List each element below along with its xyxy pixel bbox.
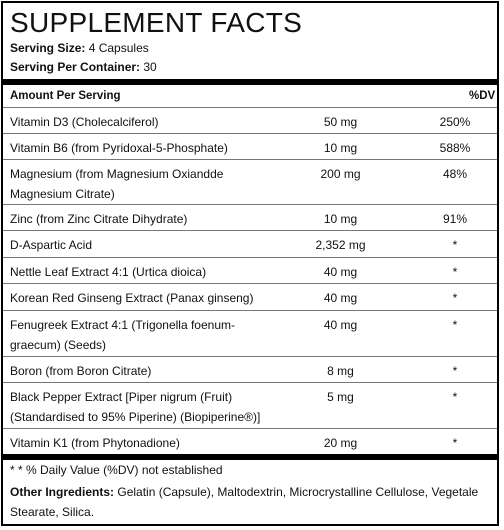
- ingredient-amount: 40 mg: [323, 291, 358, 305]
- table-row: D-Aspartic Acid 2,352 mg *: [3, 231, 497, 258]
- ingredient-name: Magnesium (from Magnesium Oxiandde Magne…: [10, 167, 224, 201]
- table-row: Magnesium (from Magnesium Oxiandde Magne…: [3, 160, 497, 205]
- table-row: Vitamin K1 (from Phytonadione) 20 mg *: [3, 429, 497, 453]
- ingredient-name: Vitamin B6 (from Pyridoxal-5-Phosphate): [10, 141, 228, 155]
- ingredient-dv: 250%: [439, 115, 471, 129]
- ingredient-name: Black Pepper Extract [Piper nigrum (Frui…: [10, 390, 261, 424]
- ingredient-dv: 48%: [442, 167, 468, 181]
- ingredient-amount: 20 mg: [323, 436, 358, 450]
- ingredient-dv: *: [452, 291, 458, 305]
- table-row: Fenugreek Extract 4:1 (Trigonella foenum…: [3, 311, 497, 357]
- ingredient-name: Fenugreek Extract 4:1 (Trigonella foenum…: [10, 318, 235, 352]
- table-row: Nettle Leaf Extract 4:1 (Urtica dioica) …: [3, 258, 497, 284]
- table-row: Zinc (from Zinc Citrate Dihydrate) 10 mg…: [3, 205, 497, 231]
- ingredient-name: Vitamin D3 (Cholecalciferol): [10, 115, 159, 129]
- table-row: Boron (from Boron Citrate) 8 mg *: [3, 357, 497, 383]
- ingredient-dv: *: [452, 265, 458, 279]
- ingredient-name: Zinc (from Zinc Citrate Dihydrate): [10, 212, 188, 226]
- ingredient-dv: *: [452, 390, 458, 404]
- thick-divider: [3, 454, 497, 460]
- ingredient-dv: *: [452, 238, 458, 252]
- ingredient-amount: 50 mg: [323, 115, 358, 129]
- serving-size-value: 4 Capsules: [88, 41, 149, 55]
- ingredient-amount: 5 mg: [327, 390, 354, 404]
- ingredient-name: Boron (from Boron Citrate): [10, 364, 152, 378]
- table-row: Korean Red Ginseng Extract (Panax ginsen…: [3, 284, 497, 311]
- table-row: Black Pepper Extract [Piper nigrum (Frui…: [3, 383, 497, 429]
- servings-per-container-value: 30: [143, 60, 157, 74]
- thick-divider: [3, 79, 497, 85]
- servings-per-container: Serving Per Container: 30: [10, 60, 157, 74]
- ingredient-dv: *: [452, 436, 458, 450]
- ingredient-amount: 40 mg: [323, 265, 358, 279]
- ingredient-amount: 2,352 mg: [315, 238, 366, 252]
- other-ingredients: Other Ingredients: Gelatin (Capsule), Ma…: [10, 482, 490, 522]
- serving-size: Serving Size: 4 Capsules: [10, 41, 149, 55]
- servings-per-container-label: Serving Per Container:: [10, 60, 141, 74]
- other-ingredients-value: Gelatin (Capsule), Maltodextrin, Microcr…: [10, 485, 479, 519]
- ingredient-name: Vitamin K1 (from Phytonadione): [10, 436, 180, 450]
- dv-footnote: * * % Daily Value (%DV) not established: [10, 463, 223, 477]
- supplement-facts-panel: SUPPLEMENT FACTS Serving Size: 4 Capsule…: [1, 1, 499, 526]
- table-row: Vitamin D3 (Cholecalciferol) 50 mg 250%: [3, 108, 497, 134]
- panel-title: SUPPLEMENT FACTS: [10, 7, 303, 38]
- serving-size-label: Serving Size:: [10, 41, 86, 55]
- ingredient-amount: 40 mg: [323, 318, 358, 332]
- ingredient-dv: *: [452, 364, 458, 378]
- ingredient-amount: 10 mg: [323, 141, 358, 155]
- ingredient-dv: 588%: [439, 141, 471, 155]
- ingredient-name: Nettle Leaf Extract 4:1 (Urtica dioica): [10, 265, 207, 279]
- ingredient-dv: *: [452, 318, 458, 332]
- ingredient-dv: 91%: [442, 212, 468, 226]
- header-divider: [3, 107, 497, 108]
- table-row: Vitamin B6 (from Pyridoxal-5-Phosphate) …: [3, 134, 497, 160]
- ingredient-amount: 10 mg: [323, 212, 358, 226]
- other-ingredients-label: Other Ingredients:: [10, 485, 115, 499]
- ingredient-amount: 200 mg: [320, 167, 361, 181]
- ingredient-name: Korean Red Ginseng Extract (Panax ginsen…: [10, 291, 254, 305]
- ingredient-amount: 8 mg: [327, 364, 354, 378]
- ingredient-name: D-Aspartic Acid: [10, 238, 93, 252]
- amount-per-serving-header: Amount Per Serving: [10, 90, 121, 102]
- dv-header: %DV: [469, 90, 496, 102]
